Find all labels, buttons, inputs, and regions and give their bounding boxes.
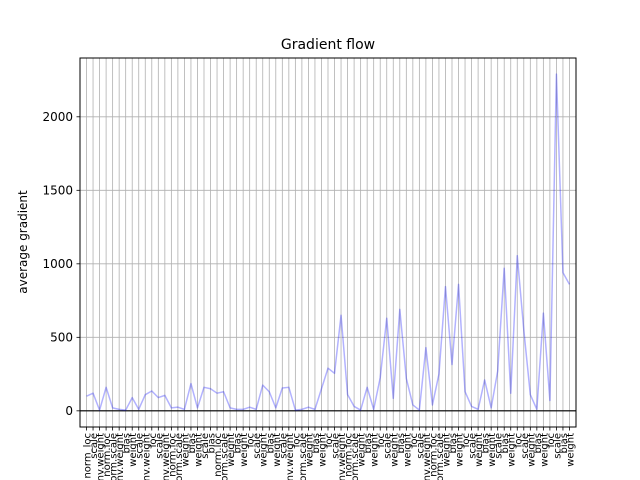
x-tick-label: conv.weight	[115, 433, 126, 480]
x-tick-label: norm.scale	[174, 433, 185, 480]
x-tick-label: weight	[455, 433, 466, 467]
x-tick-label: weight	[441, 433, 452, 467]
x-tick-label: weight	[272, 433, 283, 467]
x-tick-label: conv.weight	[337, 433, 348, 480]
x-tick-label: bias	[481, 433, 492, 453]
x-tick-label: loc	[246, 433, 257, 447]
x-tick-label: scale	[278, 433, 289, 459]
x-tick-label: weight	[539, 433, 550, 467]
x-tick-label: bias	[533, 433, 544, 453]
x-tick-label: loc	[513, 433, 524, 447]
x-tick-label: norm.loc	[102, 433, 113, 477]
x-tick-label: weight	[317, 433, 328, 467]
x-tick-label: norm.loc	[167, 433, 178, 477]
x-tick-label: weight	[507, 433, 518, 467]
series-line	[86, 73, 571, 411]
x-tick-label: weight	[389, 433, 400, 467]
x-tick-label: weight	[487, 433, 498, 467]
y-tick-label: 0	[65, 404, 73, 418]
x-tick-label: conv.weight	[96, 433, 107, 480]
x-tick-label: bias	[265, 433, 276, 453]
x-tick-label: bias	[311, 433, 322, 453]
x-tick-label: weight	[402, 433, 413, 467]
x-tick-label: conv.weight	[422, 433, 433, 480]
y-tick-label: 2000	[42, 110, 73, 124]
x-tick-label: bias	[559, 433, 570, 453]
x-tick-label: weight	[474, 433, 485, 467]
x-tick-label: bias	[207, 433, 218, 453]
x-tick-label: norm.scale	[350, 433, 361, 480]
x-tick-label: loc	[291, 433, 302, 447]
x-tick-label: weight	[239, 433, 250, 467]
x-tick-label: weight	[370, 433, 381, 467]
y-tick-label: 1000	[42, 257, 73, 271]
x-tick-label: weight	[565, 433, 576, 467]
x-tick-label: loc	[409, 433, 420, 447]
y-tick-label: 500	[50, 330, 73, 344]
x-tick-label: weight	[226, 433, 237, 467]
y-axis-ticks: 0 500 1000 1500 2000	[42, 110, 80, 418]
x-tick-label: loc	[376, 433, 387, 447]
x-tick-label: loc	[546, 433, 557, 447]
x-tick-label: norm.loc	[344, 433, 355, 477]
x-tick-label: weight	[193, 433, 204, 467]
x-tick-label: norm.scale	[435, 433, 446, 480]
x-tick-label: loc	[461, 433, 472, 447]
x-tick-label: scale	[552, 433, 563, 459]
series-layer	[86, 73, 571, 411]
x-tick-label: loc	[324, 433, 335, 447]
x-axis-ticks: norm_locscaleconv.weightnorm.locnorm.sca…	[83, 427, 576, 480]
x-tick-label: scale	[331, 433, 342, 459]
grid-lines	[80, 58, 576, 427]
x-tick-label: weight	[304, 433, 315, 467]
x-tick-label: norm.loc	[213, 433, 224, 477]
x-tick-label: norm_loc	[83, 433, 94, 479]
x-tick-label: bias	[122, 433, 133, 453]
x-tick-label: bias	[187, 433, 198, 453]
x-tick-label: weight	[180, 433, 191, 467]
x-tick-label: norm.loc	[428, 433, 439, 477]
x-tick-label: bias	[500, 433, 511, 453]
x-tick-label: weight	[128, 433, 139, 467]
x-tick-label: bias	[233, 433, 244, 453]
x-tick-label: conv.weight	[161, 433, 172, 480]
x-tick-label: bias	[448, 433, 459, 453]
x-tick-label: bias	[363, 433, 374, 453]
x-tick-label: scale	[252, 433, 263, 459]
x-tick-label: scale	[520, 433, 531, 459]
x-tick-label: scale	[135, 433, 146, 459]
x-tick-label: loc	[148, 433, 159, 447]
x-tick-label: conv.weight	[285, 433, 296, 480]
x-tick-label: norm.scale	[109, 433, 120, 480]
x-tick-label: conv.weight	[141, 433, 152, 480]
x-tick-label: norm.scale	[298, 433, 309, 480]
x-tick-label: weight	[526, 433, 537, 467]
x-tick-label: bias	[396, 433, 407, 453]
chart-title: Gradient flow	[281, 37, 375, 53]
x-tick-label: scale	[89, 433, 100, 459]
x-tick-label: scale	[494, 433, 505, 459]
x-tick-label: scale	[154, 433, 165, 459]
y-axis-label: average gradient	[16, 190, 30, 294]
x-tick-label: scale	[415, 433, 426, 459]
x-tick-label: scale	[383, 433, 394, 459]
x-tick-label: scale	[200, 433, 211, 459]
x-tick-label: scale	[468, 433, 479, 459]
y-tick-label: 1500	[42, 183, 73, 197]
x-tick-label: norm.scale	[220, 433, 231, 480]
x-tick-label: weight	[357, 433, 368, 467]
x-tick-label: weight	[259, 433, 270, 467]
